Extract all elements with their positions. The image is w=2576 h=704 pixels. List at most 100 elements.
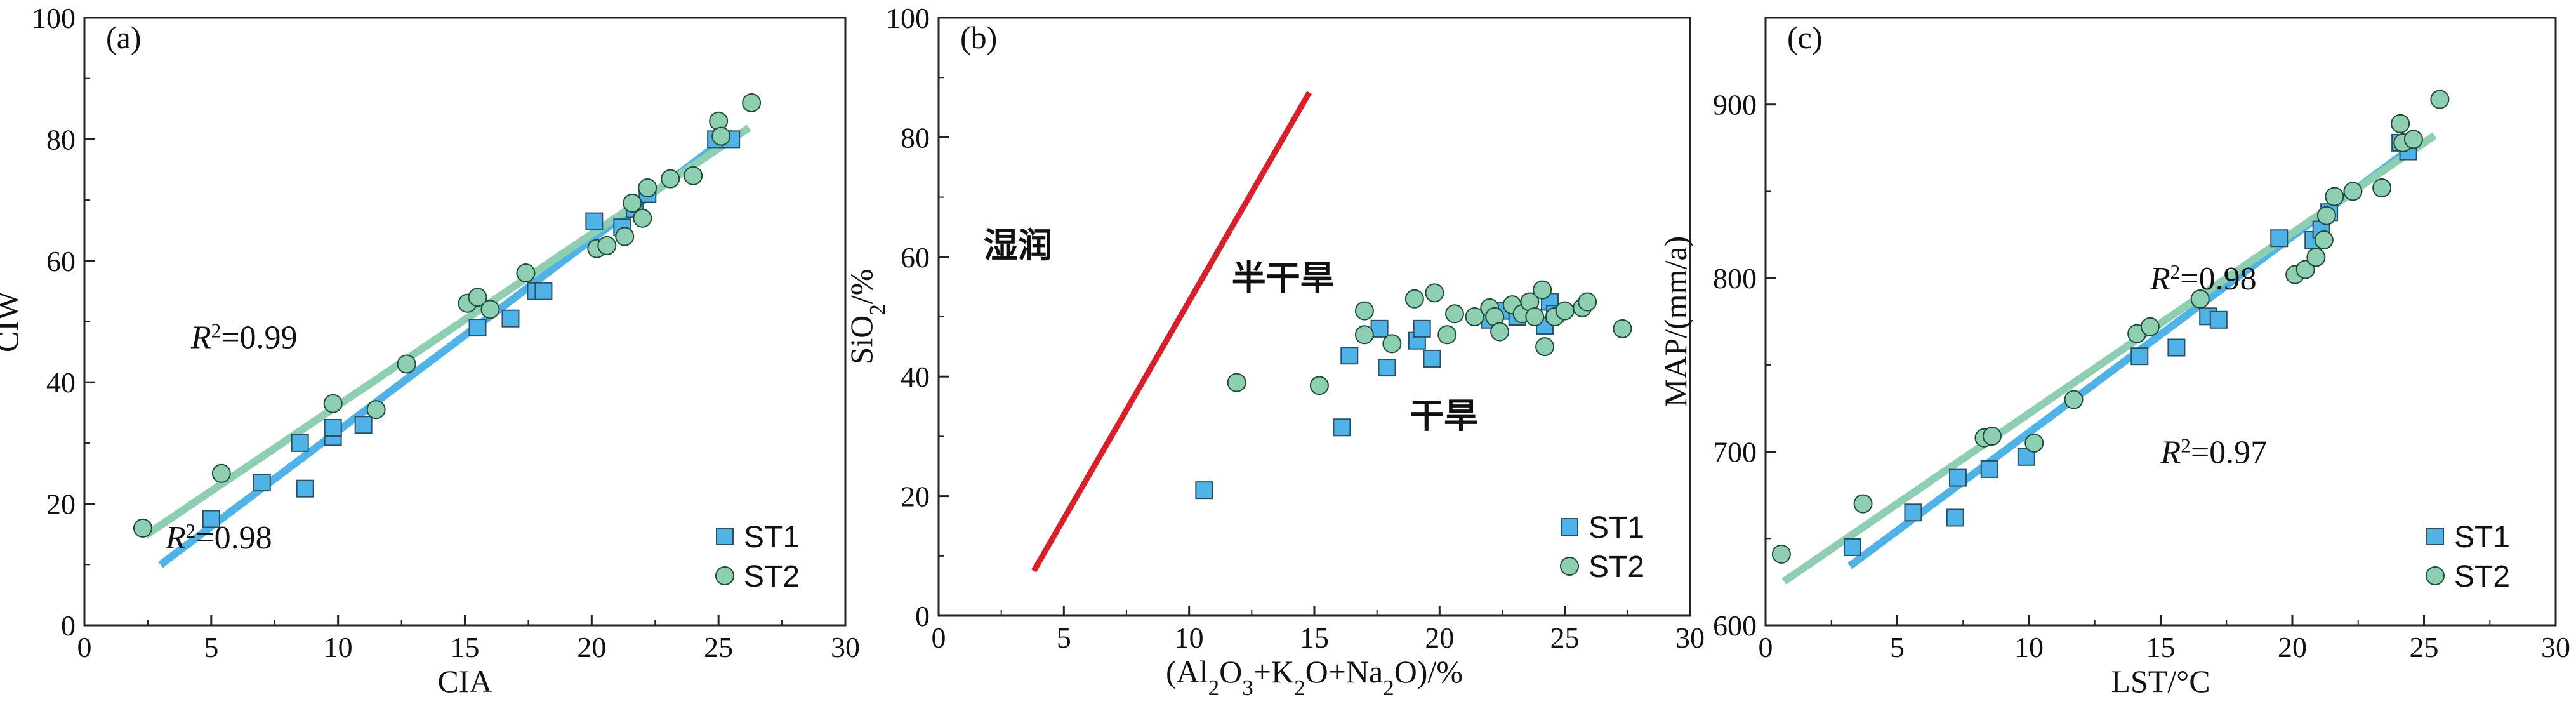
y-tick-label: 700	[1713, 436, 1757, 468]
data-point-st2	[661, 169, 680, 189]
data-point-st2	[1578, 292, 1597, 312]
legend-marker-st2	[2426, 566, 2445, 585]
chart-panel-3: 0 5 10 15 20 25 30600700800900LST/°CMAP/(mm/a)…	[1658, 17, 2570, 699]
x-tick-label: 15	[451, 631, 480, 663]
y-tick-label: 20	[901, 481, 930, 513]
data-point-st2	[1465, 307, 1484, 326]
data-point-st2	[133, 518, 152, 538]
data-point-st2	[742, 93, 762, 112]
legend-marker-st2	[1560, 557, 1579, 576]
data-point-st1	[1843, 538, 1861, 556]
x-tick-label: 20	[1425, 621, 1454, 654]
data-point-st2	[623, 193, 642, 213]
data-point-st2	[1982, 426, 2002, 446]
data-point-st1	[501, 309, 520, 328]
x-tick-label: 10	[324, 631, 353, 663]
data-point-st2	[2306, 248, 2326, 267]
y-tick-label: 900	[1713, 89, 1757, 121]
panel-label: (c)	[1787, 20, 1823, 55]
y-tick-label: 800	[1713, 262, 1757, 295]
data-point-st2	[2024, 433, 2044, 453]
zone-label: 半干旱	[1232, 258, 1335, 298]
legend-label: ST2	[1589, 550, 1644, 584]
x-tick-label: 25	[704, 631, 733, 663]
x-tick-label: 20	[577, 631, 606, 663]
legend-label: ST1	[744, 521, 800, 554]
y-axis-title: SiO2/%	[843, 269, 890, 365]
data-point-st2	[468, 288, 487, 307]
data-point-st2	[2140, 317, 2160, 336]
data-point-st2	[2316, 206, 2336, 225]
data-point-st2	[597, 236, 617, 255]
data-point-st2	[1437, 325, 1457, 345]
legend-label: ST2	[2454, 560, 2510, 594]
x-tick-label: 10	[1175, 621, 1204, 654]
y-tick-label: 80	[46, 123, 76, 156]
data-point-st1	[291, 434, 309, 452]
data-point-st2	[1354, 301, 1374, 321]
zone-label: 干旱	[1410, 395, 1478, 435]
legend-marker-st1	[2426, 528, 2444, 545]
data-point-st1	[2270, 229, 2289, 248]
data-point-st2	[2430, 90, 2450, 109]
legend-marker-st1	[1561, 518, 1578, 536]
data-point-st2	[323, 394, 343, 413]
data-point-st2	[516, 263, 536, 282]
data-point-st1	[585, 212, 604, 230]
data-point-st2	[1382, 334, 1402, 354]
r2-label: R2=0.98	[165, 520, 272, 557]
panel-label: (a)	[106, 20, 142, 55]
y-tick-label: 60	[46, 245, 76, 277]
y-tick-label: 20	[46, 488, 76, 521]
data-point-st1	[1340, 347, 1359, 365]
x-axis-title: CIA	[437, 663, 492, 699]
data-point-st1	[1980, 460, 1998, 478]
y-tick-label: 60	[901, 241, 930, 274]
r2-label: R2=0.98	[2150, 261, 2257, 298]
data-point-st1	[2130, 347, 2149, 366]
data-point-st2	[1853, 494, 1873, 514]
data-point-st1	[354, 416, 373, 434]
data-point-st2	[480, 300, 500, 319]
data-point-st1	[1333, 418, 1351, 437]
x-tick-label: 30	[2541, 631, 2570, 663]
y-axis-title: CIW	[0, 290, 25, 352]
data-point-st1	[1195, 481, 1213, 500]
x-tick-label: 15	[2146, 631, 2176, 663]
data-point-st1	[296, 479, 314, 498]
data-point-st1	[468, 319, 487, 337]
r2-label: R2=0.97	[2160, 434, 2268, 471]
data-point-st1	[2209, 310, 2228, 329]
legend-marker-st2	[715, 566, 734, 585]
climate-boundary-line	[1031, 91, 1312, 573]
data-point-st2	[2403, 130, 2423, 149]
data-point-st2	[1535, 337, 1555, 357]
data-point-st1	[534, 282, 553, 300]
data-point-st2	[397, 354, 416, 374]
x-axis-title: (Al2O3+K2O+Na2O)/%	[1166, 654, 1463, 700]
data-point-st1	[253, 474, 271, 492]
y-tick-label: 100	[886, 2, 930, 34]
legend-label: ST2	[744, 560, 800, 594]
legend-label: ST1	[2454, 521, 2510, 554]
data-point-st2	[2295, 260, 2315, 279]
x-tick-label: 25	[1550, 621, 1580, 654]
y-tick-label: 100	[32, 2, 76, 34]
data-point-st1	[2167, 338, 2186, 357]
data-point-st2	[366, 400, 386, 420]
data-point-st1	[1423, 349, 1441, 368]
legend-label: ST1	[1589, 511, 1644, 545]
data-point-st2	[2325, 187, 2344, 206]
x-tick-label: 5	[1057, 621, 1071, 654]
data-point-st2	[1404, 289, 1424, 309]
x-tick-label: 30	[831, 631, 860, 663]
data-point-st2	[2372, 178, 2392, 197]
data-point-st1	[1370, 319, 1389, 338]
data-point-st2	[1445, 304, 1465, 324]
data-point-st2	[638, 178, 657, 197]
data-point-st1	[202, 510, 220, 528]
data-point-st1	[1413, 319, 1431, 338]
data-point-st2	[2343, 182, 2363, 201]
data-point-st2	[2064, 390, 2084, 409]
